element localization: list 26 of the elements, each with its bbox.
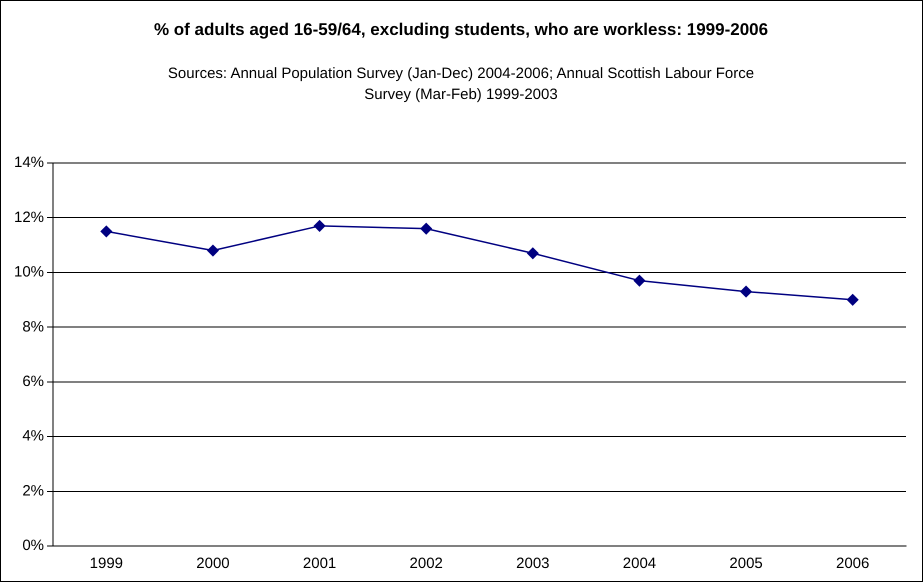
point — [527, 248, 539, 260]
chart-subtitle: Sources: Annual Population Survey (Jan-Dec) 2004-2006; Annual Scottish Labour Force Survey (Mar-Feb) 1999-2003 — [166, 64, 756, 105]
x-tick-label: 1999 — [90, 555, 124, 572]
point — [846, 294, 858, 306]
y-tick-label: 12% — [14, 208, 44, 226]
chart-title: % of adults aged 16-59/64, excluding students, who are workless: 1999-2006 — [152, 19, 770, 40]
point — [100, 226, 112, 238]
point — [740, 286, 752, 298]
y-tick-label: 10% — [14, 264, 44, 281]
point — [314, 220, 326, 232]
x-tick-label: 2000 — [196, 555, 230, 572]
x-tick-label: 2004 — [622, 555, 656, 572]
point — [207, 244, 219, 256]
x-tick-label: 2006 — [836, 555, 870, 572]
x-tick-label: 2005 — [729, 555, 763, 572]
y-tick-label: 2% — [22, 482, 44, 500]
y-tick-label: 0% — [22, 537, 44, 554]
x-tick-label: 2003 — [516, 555, 550, 572]
x-tick-label: 2002 — [410, 555, 443, 572]
point — [420, 222, 432, 234]
point — [634, 274, 646, 286]
x-tick-label: 2001 — [302, 555, 336, 572]
y-tick-label: 4% — [22, 428, 44, 445]
y-tick-label: 14% — [14, 154, 44, 172]
y-tick-label: 8% — [22, 318, 44, 336]
y-tick-label: 6% — [22, 373, 44, 390]
